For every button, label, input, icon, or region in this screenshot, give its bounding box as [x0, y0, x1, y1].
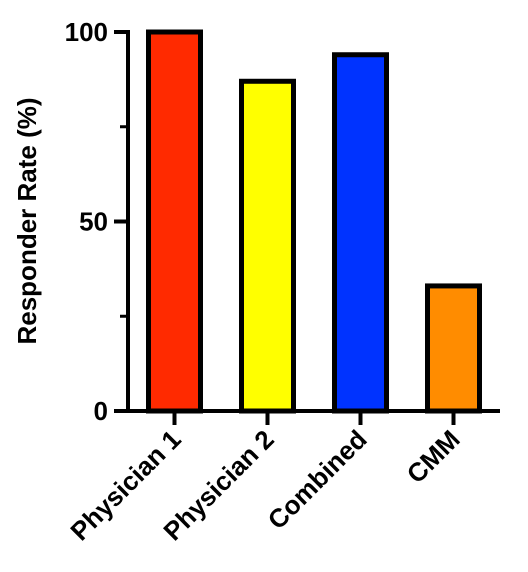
y-axis: 0 50 100: [65, 17, 130, 426]
y-axis-label: Responder Rate (%): [12, 97, 42, 344]
x-tick-label: CMM: [401, 424, 466, 489]
y-tick-label: 50: [79, 207, 108, 237]
y-tick-label: 100: [65, 17, 108, 47]
x-tick-label: Combined: [262, 424, 373, 535]
bars-group: [146, 29, 482, 414]
bar-physician-2: [239, 78, 296, 414]
bar-cmm: [425, 283, 482, 414]
y-tick-label: 0: [94, 396, 108, 426]
bar-combined: [332, 52, 389, 414]
bar-physician-1: [146, 29, 203, 414]
